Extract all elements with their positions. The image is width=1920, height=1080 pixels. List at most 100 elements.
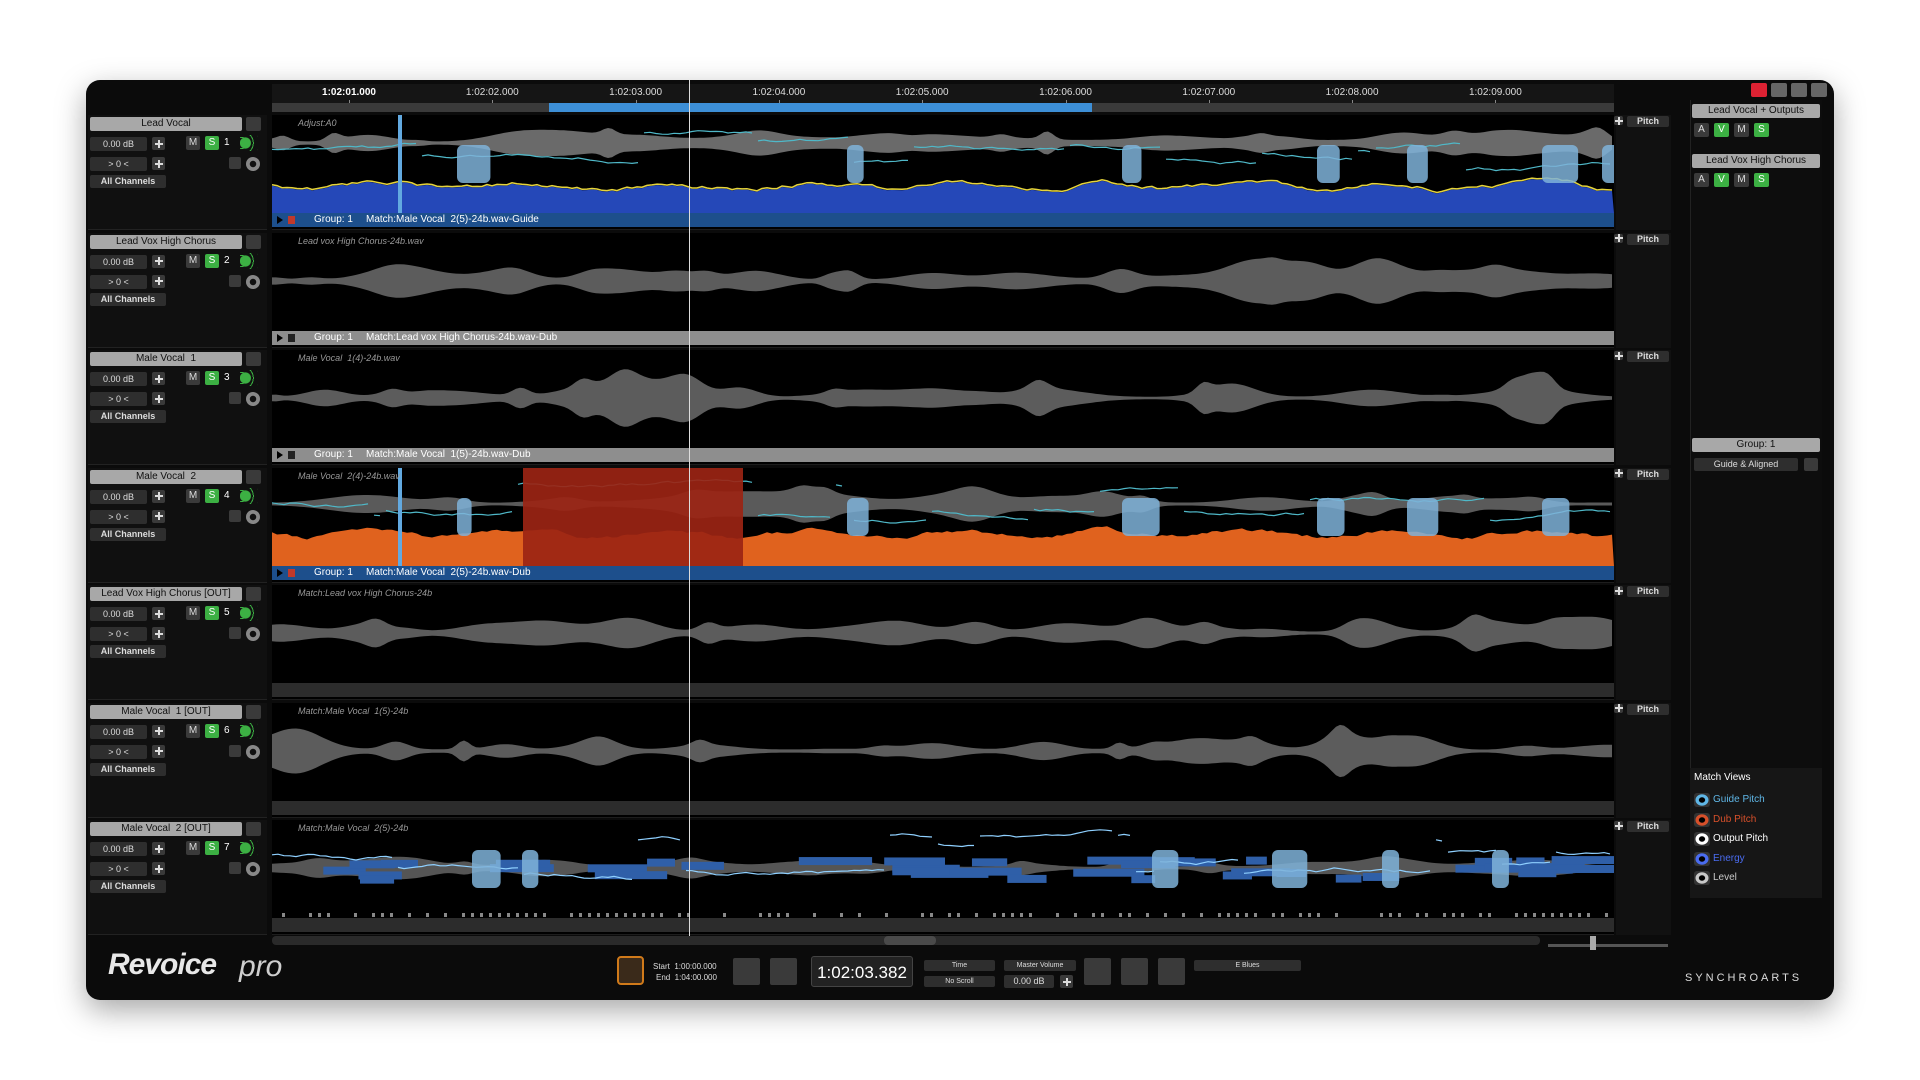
channels[interactable]: All Channels: [90, 175, 166, 188]
gain[interactable]: 0.00 dB: [90, 137, 147, 151]
pitch-dropdown[interactable]: Pitch: [1627, 233, 1669, 245]
scroll-mode[interactable]: No Scroll: [924, 976, 995, 987]
lock-icon[interactable]: [288, 216, 295, 224]
scroll-thumb[interactable]: [884, 936, 936, 945]
pan-plus[interactable]: [152, 627, 165, 640]
gain-plus[interactable]: [152, 724, 165, 738]
speaker-icon[interactable]: [240, 840, 258, 856]
pitch-icon[interactable]: [1614, 468, 1623, 478]
pan[interactable]: > 0 <: [90, 392, 147, 406]
selection-range[interactable]: [549, 103, 1092, 112]
time-mode[interactable]: Time: [924, 960, 995, 971]
toolbar-icon[interactable]: [1771, 83, 1787, 97]
settings-icon[interactable]: [246, 627, 260, 641]
master-value[interactable]: 0.00 dB: [1004, 975, 1054, 988]
pan-plus[interactable]: [152, 392, 165, 405]
track-menu[interactable]: [246, 234, 261, 249]
solo-button[interactable]: S: [205, 371, 219, 385]
pan[interactable]: > 0 <: [90, 862, 147, 876]
group-mode[interactable]: Guide & Aligned: [1694, 458, 1798, 471]
pitch-icon[interactable]: [1614, 821, 1623, 830]
pitch-dropdown[interactable]: Pitch: [1627, 468, 1669, 480]
pan-plus[interactable]: [152, 157, 165, 170]
track-name[interactable]: Male Vocal 2 [OUT]: [90, 822, 242, 836]
output-group-button[interactable]: A: [1694, 123, 1709, 137]
view-eye[interactable]: [1694, 851, 1710, 866]
track-menu[interactable]: [246, 117, 261, 131]
settings-icon[interactable]: [246, 744, 260, 759]
pitch-dropdown[interactable]: Pitch: [1627, 586, 1669, 597]
output-group-name[interactable]: Lead Vox High Chorus: [1692, 154, 1820, 168]
pitch-icon[interactable]: [1614, 351, 1623, 360]
track-name[interactable]: Lead Vocal: [90, 117, 242, 131]
channels[interactable]: All Channels: [90, 645, 166, 658]
view-eye[interactable]: [1694, 832, 1710, 846]
pan[interactable]: > 0 <: [90, 744, 147, 759]
channels[interactable]: All Channels: [90, 410, 166, 423]
gain-plus[interactable]: [152, 607, 165, 620]
track-name[interactable]: Male Vocal 1: [90, 352, 242, 366]
pitch-icon[interactable]: [1614, 233, 1623, 243]
loop-button[interactable]: [770, 958, 797, 985]
lock-icon[interactable]: [229, 862, 241, 874]
output-group-button[interactable]: M: [1734, 123, 1749, 137]
mute-button[interactable]: M: [186, 371, 200, 385]
pan[interactable]: > 0 <: [90, 157, 147, 171]
output-group-button[interactable]: A: [1694, 173, 1709, 187]
lock-icon[interactable]: [229, 157, 241, 169]
mute-button[interactable]: M: [186, 488, 200, 503]
view-label[interactable]: Output Pitch: [1713, 833, 1769, 844]
output-group-name[interactable]: Lead Vocal + Outputs: [1692, 104, 1820, 118]
pitch-icon[interactable]: [1614, 703, 1623, 713]
output-group-button[interactable]: S: [1754, 173, 1769, 187]
pitch-dropdown[interactable]: Pitch: [1627, 821, 1669, 832]
lock-icon[interactable]: [288, 451, 295, 459]
tool-button[interactable]: [1084, 958, 1111, 985]
gain[interactable]: 0.00 dB: [90, 724, 147, 739]
lock-icon[interactable]: [229, 509, 241, 522]
gain-plus[interactable]: [152, 137, 165, 150]
pitch-icon[interactable]: [1614, 586, 1623, 595]
pan-plus[interactable]: [152, 862, 165, 875]
mute-button[interactable]: M: [186, 723, 200, 738]
link-button[interactable]: [617, 956, 644, 985]
track-name[interactable]: Lead Vox High Chorus [OUT]: [90, 587, 242, 601]
lock-icon[interactable]: [288, 333, 295, 342]
pan[interactable]: > 0 <: [90, 627, 147, 641]
settings-icon[interactable]: [246, 509, 260, 524]
expand-icon[interactable]: [277, 451, 283, 459]
pitch-icon[interactable]: [1614, 116, 1623, 125]
gain-plus[interactable]: [152, 842, 165, 855]
gain[interactable]: 0.00 dB: [90, 254, 147, 269]
undo-button[interactable]: [733, 958, 760, 985]
solo-button[interactable]: S: [205, 723, 219, 738]
toolbar-icon[interactable]: [1751, 83, 1767, 97]
gain-plus[interactable]: [152, 254, 165, 268]
pitch-dropdown[interactable]: Pitch: [1627, 116, 1669, 127]
gain[interactable]: 0.00 dB: [90, 489, 147, 504]
gain-plus[interactable]: [152, 489, 165, 503]
track-menu[interactable]: [246, 352, 261, 366]
expand-icon[interactable]: [277, 216, 283, 224]
tool-button[interactable]: [1121, 958, 1148, 985]
pan[interactable]: > 0 <: [90, 274, 147, 289]
track-name[interactable]: Male Vocal 1 [OUT]: [90, 704, 242, 719]
view-eye[interactable]: [1694, 871, 1710, 885]
track-name[interactable]: Lead Vox High Chorus: [90, 234, 242, 249]
solo-button[interactable]: S: [205, 136, 219, 150]
group-play[interactable]: [1804, 458, 1818, 471]
mute-button[interactable]: M: [186, 841, 200, 855]
track-menu[interactable]: [246, 587, 261, 601]
settings-icon[interactable]: [246, 392, 260, 406]
gain[interactable]: 0.00 dB: [90, 372, 147, 386]
channels[interactable]: All Channels: [90, 292, 166, 306]
master-label[interactable]: Master Volume: [1004, 960, 1076, 971]
group-title[interactable]: Group: 1: [1692, 438, 1820, 452]
output-group-button[interactable]: S: [1754, 123, 1769, 137]
lock-icon[interactable]: [229, 392, 241, 404]
mute-button[interactable]: M: [186, 606, 200, 620]
expand-icon[interactable]: [277, 568, 283, 577]
master-plus[interactable]: [1060, 975, 1073, 988]
speaker-icon[interactable]: [240, 722, 258, 739]
solo-button[interactable]: S: [205, 488, 219, 503]
